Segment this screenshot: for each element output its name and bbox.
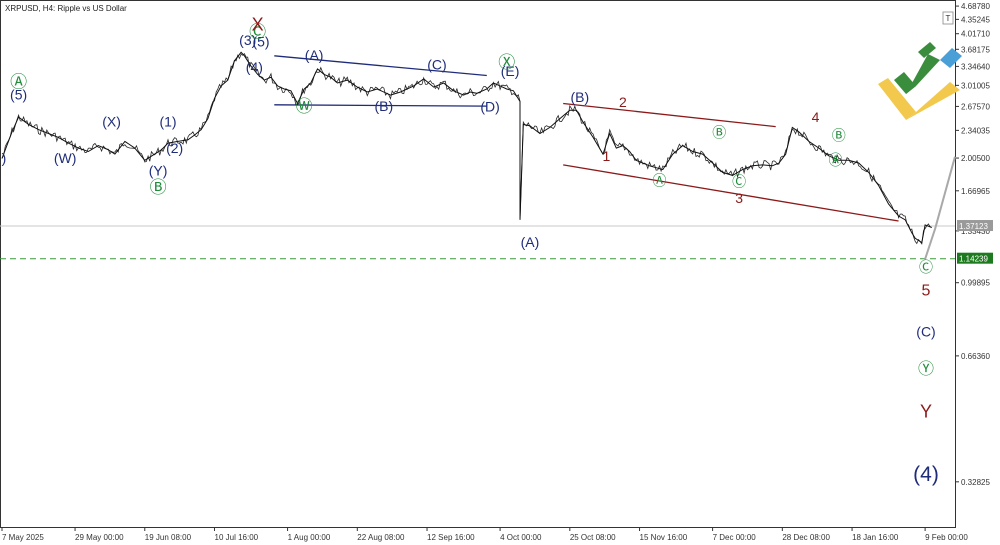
- wave-label: Ⓒ: [732, 174, 746, 190]
- series-layer: [1, 51, 956, 260]
- y-tick-label: 4.35245: [961, 15, 990, 24]
- x-tick-label: 28 Dec 08:00: [782, 533, 830, 542]
- current-price-badge: 1.37123: [959, 222, 988, 231]
- wave-label: 2: [619, 94, 627, 110]
- wave-label: Y: [920, 402, 932, 422]
- wave-label: (4): [913, 463, 939, 486]
- projection-line: [924, 156, 956, 260]
- x-axis: 7 May 2025 29 May 00:00 19 Jun 08:00 10 Jul…: [1, 527, 968, 542]
- x-tick-label: 1 Aug 00:00: [288, 533, 331, 542]
- wave-label: (1): [159, 114, 176, 130]
- x-tick-label: 10 Jul 16:00: [215, 533, 259, 542]
- wave-label: (3): [239, 32, 256, 48]
- x-tick-label: 12 Sep 16:00: [427, 533, 475, 542]
- wave-label: Ⓑ: [832, 128, 846, 144]
- y-tick-label: 1.66965: [961, 187, 990, 196]
- price-noise: [1, 53, 931, 245]
- x-tick-label: 19 Jun 08:00: [145, 533, 192, 542]
- wave-labels: (5)Ⓐ) (W)(X) (1)(2)(Y)Ⓑ(4)(3)(5)ⒸX(A)Ⓦ (B)(…: [2, 14, 939, 485]
- wave-label: (X): [102, 114, 121, 130]
- wave-label: (2): [166, 140, 183, 156]
- price-line: [1, 51, 932, 244]
- x-tick-label: 4 Oct 00:00: [500, 533, 542, 542]
- wave-label: (C): [427, 56, 446, 72]
- wave-label: Ⓦ: [296, 97, 313, 116]
- x-tick-label: 15 Nov 16:00: [640, 533, 688, 542]
- y-tick-label: 0.66360: [961, 352, 990, 361]
- x-tick-label: 22 Aug 08:00: [357, 533, 405, 542]
- wave-label: Ⓑ: [150, 178, 167, 197]
- x-tick-label: 7 Dec 00:00: [713, 533, 757, 542]
- y-tick-label: 2.00500: [961, 154, 990, 163]
- wave-label: (W): [54, 150, 77, 166]
- x-tick-label: 7 May 2025: [2, 533, 44, 542]
- y-tick-label: 3.34640: [961, 62, 990, 71]
- wave-label: (D): [480, 99, 499, 115]
- wave-label: (4): [246, 59, 263, 75]
- x-tick-label: 18 Jan 16:00: [852, 533, 899, 542]
- wave-label: Ⓐ: [652, 172, 666, 188]
- y-tick-label: 1.33430: [961, 227, 990, 236]
- logo: [878, 42, 962, 120]
- channel-line: [563, 102, 776, 128]
- wave-label: (5): [252, 33, 269, 49]
- wave-label: (Y): [149, 162, 168, 178]
- wave-label: (A): [521, 234, 540, 250]
- wave-label: 4: [812, 109, 820, 125]
- wave-label: (A): [305, 47, 324, 63]
- wave-label: (C): [916, 323, 935, 339]
- wave-label: Ⓒ: [919, 259, 933, 275]
- y-tick-label: 0.32825: [961, 478, 990, 487]
- wave-label: (E): [501, 63, 520, 79]
- wave-label: (B): [375, 98, 394, 114]
- target-level-badge-bg: [957, 252, 993, 264]
- x-tick-label: 29 May 00:00: [75, 533, 124, 542]
- target-level-badge: 1.14239: [959, 255, 988, 264]
- channel-line: [274, 55, 487, 77]
- wave-label: (B): [570, 89, 589, 105]
- wave-label: X: [252, 14, 264, 34]
- y-tick-label: 2.34035: [961, 126, 990, 135]
- wave-label: Ⓒ: [249, 23, 266, 42]
- wave-label: Ⓐ: [828, 152, 842, 168]
- chart-title: XRPUSD, H4: Ripple vs US Dollar: [5, 4, 127, 13]
- wave-label: (5): [10, 87, 27, 103]
- current-price-badge-bg: [957, 220, 993, 232]
- y-tick-label: 4.01710: [961, 30, 990, 39]
- y-tick-label: 2.67570: [961, 102, 990, 111]
- y-tick-label: 3.01005: [961, 81, 990, 90]
- price-badges: 1.37123 1.14239: [957, 220, 993, 264]
- plot-frame: [0, 0, 956, 528]
- y-tick-label: 3.68175: [961, 45, 990, 54]
- x-tick-label: 25 Oct 08:00: [570, 533, 616, 542]
- wave-label: Ⓐ: [10, 73, 27, 92]
- wave-label: Ⓨ: [918, 360, 934, 378]
- wave-label: 5: [922, 282, 931, 299]
- x-tick-label: 9 Feb 00:00: [925, 533, 968, 542]
- y-tick-label: 0.99895: [961, 279, 990, 288]
- wave-label: Ⓧ: [498, 53, 515, 72]
- y-axis: 4.68780 4.35245 4.01710 3.68175 3.34640 3.010…: [955, 2, 990, 487]
- wave-lines: [0, 55, 955, 260]
- wave-label: 3: [735, 190, 743, 206]
- wave-label: Ⓑ: [712, 124, 726, 140]
- svg-text:T: T: [946, 14, 951, 23]
- channel-line: [274, 104, 487, 107]
- wave-label: 1: [602, 148, 610, 164]
- scroll-button[interactable]: T: [942, 11, 954, 25]
- channel-line: [563, 164, 899, 222]
- y-tick-label: 4.68780: [961, 2, 990, 11]
- wave-label: ): [2, 150, 7, 166]
